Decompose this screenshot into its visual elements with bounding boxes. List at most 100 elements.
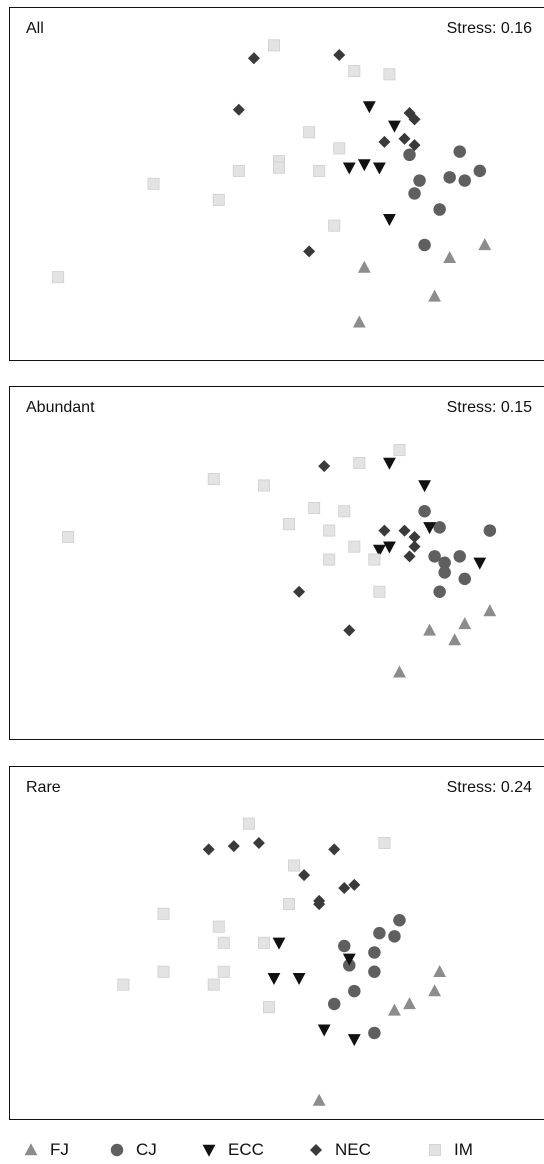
point-im [52, 271, 65, 284]
point-im [303, 126, 316, 139]
point-fj [357, 260, 371, 273]
point-ecc [373, 162, 386, 175]
point-cj [338, 939, 351, 953]
point-fj [478, 238, 492, 251]
scatter-plot [52, 39, 492, 328]
point-im [217, 965, 230, 978]
point-nec [398, 132, 411, 145]
nmds-panel-abundant: Abundant Stress: 0.15 [9, 386, 544, 740]
point-cj [348, 984, 361, 998]
point-ecc [342, 953, 356, 966]
point-im [207, 473, 220, 486]
point-im [313, 164, 326, 177]
point-im [328, 219, 341, 232]
point-fj [458, 617, 472, 630]
point-fj [483, 604, 497, 617]
stress-label: Stress: 0.15 [446, 399, 532, 416]
point-cj [433, 585, 446, 598]
point-cj [433, 203, 446, 216]
point-im [257, 936, 270, 949]
point-ecc [383, 541, 396, 554]
point-cj [453, 550, 466, 563]
point-fj [312, 1093, 326, 1106]
point-im [212, 193, 225, 206]
point-im [147, 177, 160, 190]
point-nec [403, 550, 416, 563]
point-nec [408, 531, 421, 544]
point-cj [408, 187, 421, 200]
point-im [348, 540, 361, 553]
circle-icon [110, 1143, 124, 1157]
point-nec [378, 135, 391, 148]
point-cj [418, 505, 431, 518]
point-im [323, 524, 336, 537]
point-nec [408, 139, 421, 152]
legend-item-ecc: ECC [200, 1140, 264, 1160]
point-fj [388, 1003, 401, 1016]
point-cj [428, 550, 441, 563]
point-fj [448, 633, 462, 646]
point-im [62, 531, 75, 544]
point-fj [423, 623, 436, 636]
point-im [257, 479, 270, 492]
point-cj [483, 524, 497, 537]
point-nec [328, 843, 341, 856]
point-fj [352, 315, 366, 328]
stress-label: Stress: 0.24 [446, 779, 532, 796]
point-nec [348, 878, 361, 891]
point-ecc [423, 522, 436, 535]
point-cj [327, 997, 341, 1011]
point-nec [298, 869, 311, 882]
legend-item-im: IM [426, 1140, 473, 1160]
point-ecc [373, 544, 386, 557]
point-nec [252, 836, 265, 849]
point-ecc [292, 973, 306, 985]
point-im [212, 920, 225, 933]
point-im [353, 456, 366, 469]
point-ecc [342, 162, 356, 175]
point-cj [368, 946, 381, 959]
legend-label: IM [454, 1140, 473, 1159]
point-ecc [383, 214, 396, 226]
panel-title: Abundant [26, 399, 95, 416]
point-nec [398, 524, 411, 537]
point-nec [343, 624, 356, 637]
point-im [283, 518, 296, 531]
point-nec [232, 103, 245, 116]
point-cj [413, 174, 426, 187]
point-im [217, 936, 230, 949]
diamond-icon [310, 1144, 322, 1156]
point-cj [403, 148, 416, 162]
point-im [383, 68, 396, 81]
point-im [117, 978, 130, 991]
scatter-plot [62, 444, 497, 678]
point-im [393, 444, 406, 457]
point-im [157, 965, 170, 978]
panel-title: Rare [26, 779, 61, 796]
point-im [373, 585, 386, 598]
point-fj [433, 964, 447, 977]
point-ecc [362, 101, 376, 114]
point-cj [368, 965, 381, 978]
panel-title: All [26, 20, 44, 37]
point-cj [388, 930, 401, 943]
point-cj [473, 164, 487, 178]
legend-label: NEC [335, 1140, 371, 1159]
legend-label: ECC [228, 1140, 264, 1159]
point-im [242, 817, 255, 830]
point-im [333, 142, 346, 155]
point-im [267, 39, 280, 52]
point-nec [202, 843, 215, 856]
point-nec [247, 52, 260, 65]
point-cj [418, 238, 431, 252]
square-marker [429, 1144, 441, 1156]
point-im [368, 553, 381, 566]
point-im [283, 898, 296, 911]
point-cj [438, 566, 451, 579]
scatter-plot [117, 817, 447, 1106]
triangle-up-icon [24, 1143, 38, 1156]
point-ecc [383, 457, 396, 470]
stress-label: Stress: 0.16 [446, 20, 532, 37]
point-fj [428, 289, 442, 302]
point-cj [443, 171, 456, 184]
